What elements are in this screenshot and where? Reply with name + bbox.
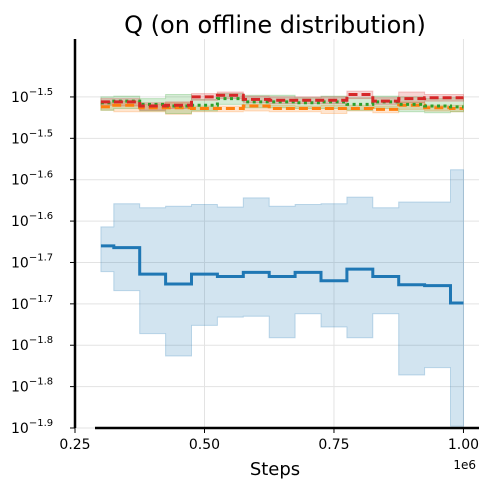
- series-1-band: [100, 169, 464, 427]
- y-tick-label: 10−1.7: [11, 252, 53, 271]
- y-tick-label: 10−1.7: [11, 294, 53, 313]
- confidence-bands: [100, 90, 464, 427]
- y-axis-ticks: 10−1.9 10−1.8 10−1.8 10−1.7 10−1.7 10−1.6 10−1…: [11, 87, 75, 437]
- y-tick-label: 10−1.9: [11, 418, 53, 437]
- series-3-line: [100, 97, 464, 109]
- series-1-line: [100, 244, 464, 305]
- x-axis-ticks: 0.25 0.50 0.75 1.00: [59, 428, 479, 453]
- y-tick-label: 10−1.5: [11, 128, 53, 147]
- series-4-line: [100, 93, 464, 108]
- x-axis-offset-label: 1e6: [453, 458, 476, 472]
- y-tick-label: 10−1.6: [11, 211, 53, 230]
- y-tick-label: 10−1.6: [11, 170, 53, 189]
- y-tick-label: 10−1.8: [11, 377, 53, 396]
- x-axis-label: Steps: [250, 459, 300, 480]
- series-lines: [100, 93, 464, 305]
- x-tick-label: 1.00: [448, 437, 479, 453]
- y-tick-label: 10−1.8: [11, 335, 53, 354]
- chart-title: Q (on offline distribution): [124, 11, 426, 39]
- x-tick-label: 0.25: [59, 437, 90, 453]
- x-tick-label: 0.75: [318, 437, 349, 453]
- x-tick-label: 0.50: [189, 437, 220, 453]
- y-tick-label: 10−1.5: [11, 87, 53, 106]
